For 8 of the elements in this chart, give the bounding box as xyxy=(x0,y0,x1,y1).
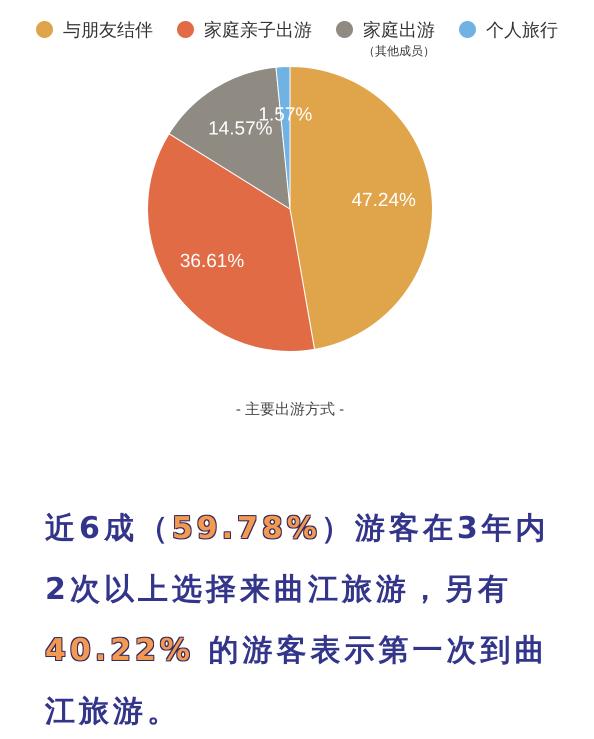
legend-label: 个人旅行 xyxy=(486,19,558,42)
text: - 主要出游方式 - xyxy=(234,400,346,419)
text: 近6成（59.78%）游客在3年内2次以上选择来曲江旅游，另有40.22% 的游客表示第一次到曲江旅游。 xyxy=(45,511,550,729)
legend-label: 与朋友结伴 xyxy=(63,19,153,42)
legend-label: 家庭亲子出游 xyxy=(204,19,312,42)
data-label: 36.61% xyxy=(180,250,244,272)
legend-label: 家庭出游（其他成员） xyxy=(363,19,435,60)
data-label: 47.24% xyxy=(351,190,416,212)
